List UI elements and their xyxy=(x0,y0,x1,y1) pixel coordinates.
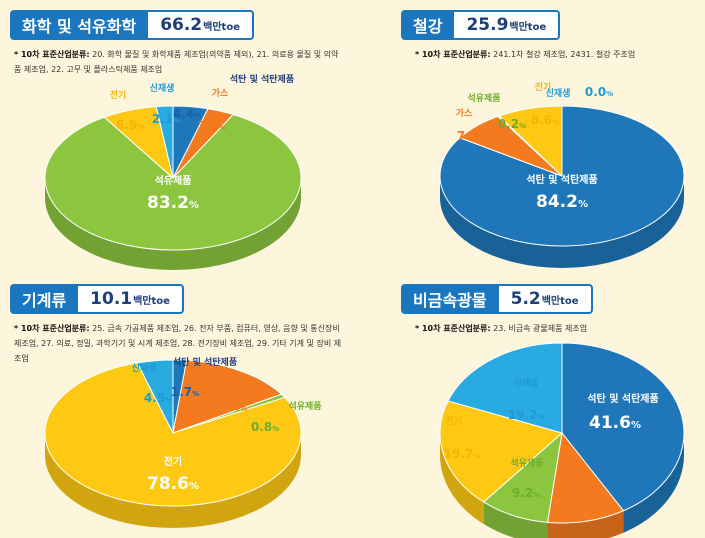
label-coal: 석탄 및 석탄제품 xyxy=(526,173,597,186)
panel-steel: 철강 25.9 백만toe * 10차 표준산업분류: 241.1차 철강 제조… xyxy=(353,0,705,269)
label-coal: 석탄 및 석탄제품 xyxy=(230,73,294,85)
panel-total: 66.2 백만toe xyxy=(148,10,254,40)
slice-renew xyxy=(155,105,174,179)
value-gas: 14.4% xyxy=(211,400,248,414)
value-oil: 0.2% xyxy=(498,117,526,131)
slice-gas xyxy=(172,359,283,434)
panel-chemical: 화학 및 석유화학 66.2 백만toe * 10차 표준산업분류: 20. 화… xyxy=(0,0,352,270)
panel-title: 화학 및 석유화학 xyxy=(10,10,149,40)
label-renew: 신재생 xyxy=(132,362,157,374)
note-text: 20. 화학 물질 및 화학제품 제조업(의약품 제외), 21. 의료용 물질… xyxy=(14,50,339,74)
note-prefix: * 10차 표준산업분류: xyxy=(415,324,491,333)
slice-side-coal xyxy=(440,176,684,268)
value-renew: 0.0% xyxy=(585,85,613,99)
pie-chart: 석탄 및 석탄제품 1.7% 가스 14.4% 석유제품 0.8% 전기 78.6% 신재생 4.… xyxy=(44,356,322,528)
label-oil: 석유제품 xyxy=(467,92,500,104)
label-elec: 전기 xyxy=(535,81,552,93)
panel-total: 10.1 백만toe xyxy=(78,284,184,314)
note-prefix: * 10차 표준산업분류: xyxy=(415,50,491,59)
label-coal: 석탄 및 석탄제품 xyxy=(173,356,237,368)
slice-elec xyxy=(498,105,563,178)
label-gas: 가스 xyxy=(212,87,229,99)
panel-header: 비금속광물 5.2 백만toe xyxy=(401,284,593,314)
label-coal: 석탄 및 석탄제품 xyxy=(587,392,658,405)
slice-gas xyxy=(546,431,625,524)
panel-header: 화학 및 석유화학 66.2 백만toe xyxy=(10,10,254,40)
label-gas: 가스 xyxy=(569,457,586,469)
value-coal: 41.6% xyxy=(589,413,641,433)
panel-total: 5.2 백만toe xyxy=(498,284,593,314)
slice-elec xyxy=(439,400,564,503)
slice-elec xyxy=(44,362,302,507)
slice-renew xyxy=(447,342,563,434)
total-value: 5.2 xyxy=(510,289,541,309)
pie-sides xyxy=(440,176,684,268)
slice-coal xyxy=(561,342,685,512)
industry-note: * 10차 표준산업분류: 25. 금속 가공제품 제조업, 26. 전자 부품… xyxy=(14,321,344,366)
label-renew: 신재생 xyxy=(150,82,175,94)
label-elec: 전기 xyxy=(446,415,463,427)
label-elec: 전기 xyxy=(110,89,127,101)
value-gas: 7.0% xyxy=(457,129,485,143)
panel-total: 25.9 백만toe xyxy=(454,10,561,40)
note-prefix: * 10차 표준산업분류: xyxy=(14,50,90,59)
value-coal: 4.4% xyxy=(173,107,201,121)
slice-side-coal xyxy=(623,433,684,533)
note-text: 241.1차 철강 제조업, 2431. 철강 주조업 xyxy=(493,50,636,59)
industry-note: * 10차 표준산업분류: 241.1차 철강 제조업, 2431. 철강 주조… xyxy=(415,47,705,62)
label-elec: 전기 xyxy=(164,455,182,468)
label-gas: 가스 xyxy=(244,376,261,388)
pie-chart: 석탄 및 석탄제품 84.2% 가스 7.0% 석유제품 0.2% 전기 8.6% 신재생 0.0… xyxy=(439,81,685,268)
panel-title: 기계류 xyxy=(10,284,79,314)
value-oil: 83.2% xyxy=(147,193,199,213)
industry-note: * 10차 표준산업분류: 23. 비금속 광물제품 제조업 xyxy=(415,321,705,336)
panel-header: 기계류 10.1 백만toe xyxy=(10,284,184,314)
value-renew: 19.2% xyxy=(508,408,545,422)
panel-machinery: 기계류 10.1 백만toe * 10차 표준산업분류: 25. 금속 가공제품… xyxy=(0,269,352,538)
label-oil: 석유제품 xyxy=(510,457,543,469)
panel-header: 철강 25.9 백만toe xyxy=(401,10,561,40)
slice-side-elec xyxy=(440,433,484,524)
value-elec: 8.6% xyxy=(531,113,559,127)
value-oil: 0.8% xyxy=(251,420,279,434)
value-renew: 4.5% xyxy=(144,391,172,405)
pie-sides xyxy=(45,433,301,528)
label-renew: 신재생 xyxy=(514,377,539,389)
value-elec: 78.6% xyxy=(147,474,199,494)
value-coal: 84.2% xyxy=(536,192,588,212)
value-gas: 3.4% xyxy=(198,119,226,133)
label-gas: 가스 xyxy=(456,107,473,119)
pie-sides xyxy=(45,178,301,270)
pie-chart: 석탄 및 석탄제품 4.4% 가스 3.4% 석유제품 83.2% 전기 6.9% 신재생 2.1… xyxy=(44,73,302,270)
slice-side-oil xyxy=(45,178,301,270)
value-elec: 6.9% xyxy=(116,118,144,132)
total-value: 66.2 xyxy=(160,15,203,35)
note-text: 23. 비금속 광물제품 제조업 xyxy=(493,324,588,333)
value-oil: 9.2% xyxy=(512,486,540,500)
slice-side-oil xyxy=(483,501,548,538)
label-oil: 석유제품 xyxy=(288,400,321,412)
label-oil: 석유제품 xyxy=(155,174,192,187)
slice-oil xyxy=(44,113,302,251)
value-renew: 2.1% xyxy=(152,112,180,126)
pie-chart: 석탄 및 석탄제품 41.6% 가스 10.3% 석유제품 9.2% 전기 19.7% 신재생 1… xyxy=(439,342,685,538)
industry-note: * 10차 표준산업분류: 20. 화학 물질 및 화학제품 제조업(의약품 제… xyxy=(14,47,344,77)
value-gas: 10.3% xyxy=(557,485,594,499)
total-unit: 백만toe xyxy=(509,22,547,33)
panel-title: 비금속광물 xyxy=(401,284,499,314)
note-prefix: * 10차 표준산업분류: xyxy=(14,324,90,333)
total-value: 25.9 xyxy=(466,15,509,35)
note-text: 25. 금속 가공제품 제조업, 26. 전자 부품, 컴퓨터, 영상, 음향 … xyxy=(14,324,342,363)
panel-title: 철강 xyxy=(401,10,455,40)
total-unit: 백만toe xyxy=(133,296,170,307)
total-unit: 백만toe xyxy=(541,296,579,307)
value-coal: 1.7% xyxy=(171,385,199,399)
total-unit: 백만toe xyxy=(203,22,240,33)
slice-renew xyxy=(136,359,174,434)
panel-nonmetal: 비금속광물 5.2 백만toe * 10차 표준산업분류: 23. 비금속 광물… xyxy=(353,269,705,538)
label-renew: 신재생 xyxy=(546,87,571,99)
value-elec: 19.7% xyxy=(444,447,481,461)
slice-side-elec xyxy=(45,433,301,528)
total-value: 10.1 xyxy=(90,289,133,309)
